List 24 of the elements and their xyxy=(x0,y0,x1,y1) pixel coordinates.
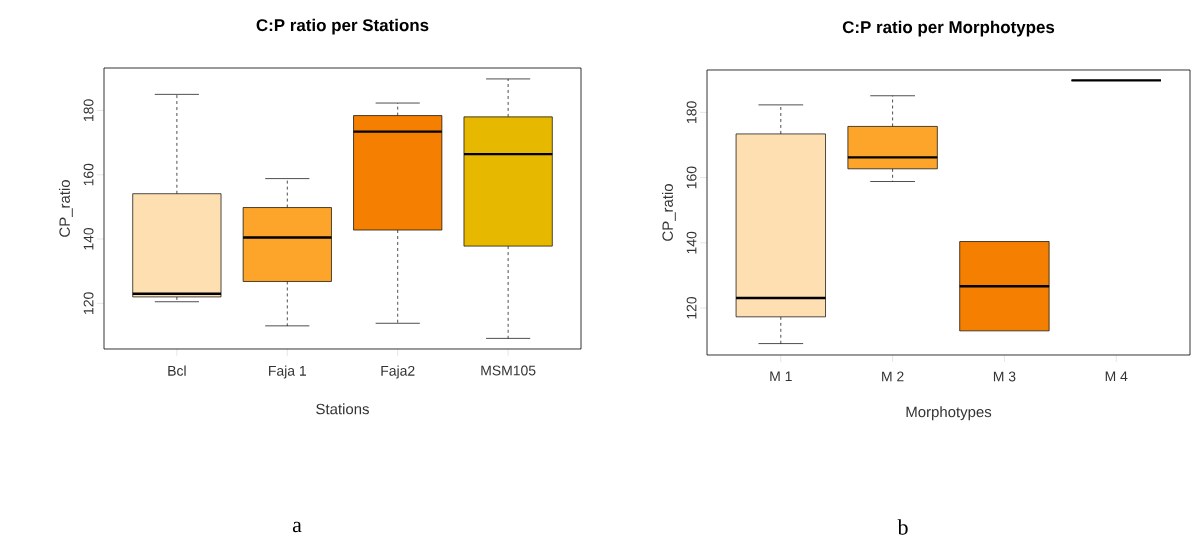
x-tick-label: MSM105 xyxy=(481,365,536,376)
x-tick-label: M 3 xyxy=(993,371,1016,382)
y-tick-label: 180 xyxy=(83,99,94,122)
x-tick-label: Bcl xyxy=(168,365,186,376)
x-tick-label: Faja 1 xyxy=(269,365,306,379)
x-axis-title: Morphotypes xyxy=(906,406,992,421)
y-axis-title: CP_ratio xyxy=(58,180,73,237)
x-tick-label: M 4 xyxy=(1105,371,1128,382)
y-tick-label: 120 xyxy=(686,296,697,319)
y-tick-label: 120 xyxy=(83,292,94,314)
y-tick-label: 140 xyxy=(686,231,697,254)
chart-title: C:P ratio per Stations xyxy=(256,18,429,35)
y-tick-label: 180 xyxy=(686,101,697,123)
x-tick-label: M 2 xyxy=(882,371,904,382)
x-tick-label: M 1 xyxy=(770,371,792,382)
x-tick-label: Faja2 xyxy=(381,365,415,379)
y-tick-label: 160 xyxy=(686,166,697,189)
y-tick-label: 160 xyxy=(83,163,94,186)
text: b xyxy=(897,519,908,535)
text: a xyxy=(292,521,302,533)
y-tick-label: 140 xyxy=(83,227,94,250)
y-axis-title: CP_ratio xyxy=(661,184,676,241)
x-axis-title: Stations xyxy=(316,403,369,415)
chart-title: C:P ratio per Morphotypes xyxy=(842,20,1055,37)
